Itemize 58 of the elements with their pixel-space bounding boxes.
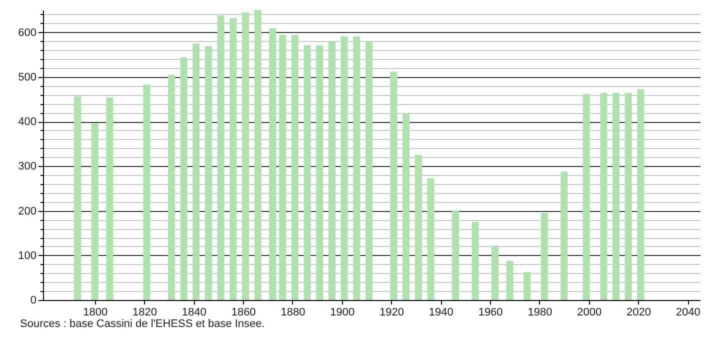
bar xyxy=(143,84,150,300)
x-tick-label: 1960 xyxy=(478,306,503,318)
bar xyxy=(316,45,324,300)
bar xyxy=(506,260,514,300)
bar xyxy=(402,114,410,300)
bar xyxy=(353,36,360,300)
bar xyxy=(612,92,620,300)
bar xyxy=(560,172,568,300)
x-tick-label: 2020 xyxy=(626,306,651,318)
bar xyxy=(524,272,531,300)
bar xyxy=(91,123,98,300)
x-tick-label: 1800 xyxy=(83,306,108,318)
bar xyxy=(414,155,422,300)
x-tick-label: 2040 xyxy=(676,306,700,318)
y-tick-label: 500 xyxy=(18,71,36,84)
x-tick-label: 1980 xyxy=(528,306,552,318)
bar xyxy=(452,210,459,300)
y-tick-label: 0 xyxy=(30,294,36,306)
x-tick-label: 1820 xyxy=(132,306,158,318)
bar xyxy=(254,10,262,300)
bar xyxy=(600,92,608,300)
bar xyxy=(242,12,250,300)
x-tick-label: 1840 xyxy=(182,306,206,318)
bar xyxy=(269,28,276,300)
bar xyxy=(291,34,298,300)
bar xyxy=(540,213,548,300)
x-tick-label: 1900 xyxy=(330,306,355,318)
bar xyxy=(472,222,479,300)
y-tick-label: 200 xyxy=(18,205,36,218)
bar xyxy=(624,92,632,300)
x-tick-label: 1880 xyxy=(280,306,306,318)
bar xyxy=(582,94,590,300)
bar xyxy=(637,89,644,300)
bar xyxy=(491,246,498,300)
y-tick-label: 600 xyxy=(18,26,36,39)
bar xyxy=(180,57,188,300)
x-tick-label: 2000 xyxy=(577,306,602,318)
bar xyxy=(204,46,212,300)
y-tick-label: 300 xyxy=(18,160,36,173)
x-tick-label: 1920 xyxy=(380,306,404,318)
bar xyxy=(279,34,286,300)
bar xyxy=(106,97,114,300)
bar xyxy=(192,43,200,300)
bar xyxy=(217,15,224,300)
bar xyxy=(74,96,82,300)
bar xyxy=(390,72,398,300)
y-tick-label: 100 xyxy=(18,250,36,262)
bar xyxy=(230,18,237,300)
bar xyxy=(340,36,348,300)
x-tick-label: 1860 xyxy=(231,306,256,318)
bar xyxy=(427,178,434,300)
bar xyxy=(168,74,175,300)
bar xyxy=(366,42,373,300)
bar xyxy=(304,45,311,300)
bar xyxy=(328,41,336,300)
source-note: Sources : base Cassini de l'EHESS et base Insee. xyxy=(20,318,265,330)
y-tick-label: 400 xyxy=(18,116,36,128)
x-tick-label: 1940 xyxy=(428,306,454,318)
